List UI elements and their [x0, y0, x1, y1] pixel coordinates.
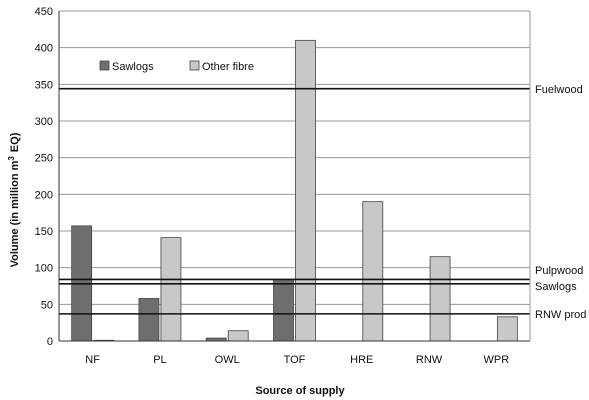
y-tick-label: 350 — [35, 79, 53, 91]
legend: Sawlogs Other fibre — [99, 60, 254, 73]
bar-other-fibre — [496, 316, 518, 342]
y-tick-label: 150 — [35, 226, 53, 238]
legend-label: Sawlogs — [112, 61, 154, 73]
x-axis-title: Source of supply — [255, 385, 345, 397]
bar-sawlogs — [138, 298, 160, 342]
y-axis-title-sup: 3 — [7, 156, 16, 161]
y-tick-label: 200 — [35, 189, 53, 201]
bars — [71, 39, 518, 342]
gridlines — [59, 10, 530, 305]
y-tick-labels: 0 50 100 150 200 250 300 350 400 450 — [35, 6, 53, 348]
bar-other-fibre — [429, 256, 451, 342]
x-tick-label: HRE — [350, 354, 373, 366]
y-tick-label: 0 — [47, 336, 53, 348]
bar-other-fibre — [362, 201, 384, 342]
x-tick-label: RNW — [416, 354, 443, 366]
x-tick-label: TOF — [284, 354, 306, 366]
reference-label: Fuelwood — [535, 84, 583, 96]
legend-label: Other fibre — [202, 61, 254, 73]
reference-label: Sawlogs — [535, 281, 577, 293]
y-tick-label: 300 — [35, 116, 53, 128]
axes — [58, 11, 531, 342]
bar-other-fibre — [160, 237, 182, 342]
y-axis-title: Volume (in million m3 EQ) — [7, 132, 22, 267]
y-axis-title-main: Volume (in million m — [9, 160, 21, 267]
y-tick-label: 100 — [35, 263, 53, 275]
y-axis-title-tail: EQ) — [9, 132, 21, 152]
reference-label: RNW prod — [535, 309, 586, 321]
y-tick-label: 450 — [35, 6, 53, 18]
x-tick-label: NF — [85, 354, 100, 366]
y-tick-label: 400 — [35, 43, 53, 55]
x-tick-labels: NF PL OWL TOF HRE RNW WPR — [85, 354, 509, 366]
bar-other-fibre — [227, 330, 249, 342]
x-tick-label: WPR — [484, 354, 510, 366]
bar-sawlogs — [273, 278, 294, 342]
y-tick-label: 50 — [41, 299, 53, 311]
y-tick-label: 250 — [35, 153, 53, 165]
reference-label: Pulpwood — [535, 265, 583, 277]
x-tick-label: OWL — [215, 354, 240, 366]
reference-lines: Fuelwood Pulpwood Sawlogs RNW prod — [59, 84, 586, 321]
legend-swatch — [99, 60, 110, 71]
bar-other-fibre — [295, 39, 316, 342]
x-tick-label: PL — [153, 354, 166, 366]
legend-swatch — [189, 60, 200, 71]
